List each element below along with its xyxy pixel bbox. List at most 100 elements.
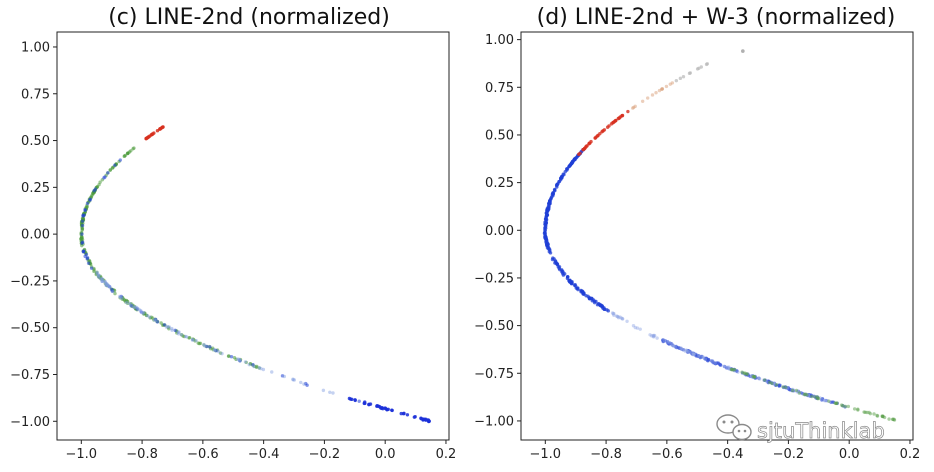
data-point-blue-dense [603,307,607,312]
data-point-light-blue [237,358,242,362]
data-point-blue [113,163,117,167]
data-point-green [103,281,107,286]
data-point-outlier [741,49,745,53]
data-point-light-blue [96,275,101,279]
data-point-light-blue [235,357,240,361]
x-tick-label: 0.0 [839,447,860,462]
data-point-red-end [151,132,155,136]
data-point-light-blue [651,335,656,339]
data-point-blue-dense [560,269,564,273]
data-point-green [187,335,192,340]
wechat-icon [716,414,752,441]
data-point-green [113,291,117,296]
data-point-light-blue [687,350,691,354]
data-point-blue [106,171,110,175]
data-point-blue-dense [594,299,598,304]
data-point-grey [687,71,692,76]
data-point-light-blue [184,335,189,339]
data-point-light-blue [97,274,101,278]
data-point-orange [631,106,635,110]
data-point-green [856,407,860,411]
panel-d-frame [520,31,914,441]
watermark-text: sjtuThinklab [757,419,885,443]
data-point-blue-dense [598,303,602,308]
data-point-light-blue [698,354,702,358]
data-point-grey [681,74,686,79]
data-point-light-blue [133,305,137,309]
data-point-light-blue [633,325,638,330]
data-point-blue [81,249,86,253]
data-point-light-blue [190,338,195,342]
data-point-light-blue [725,365,729,370]
data-point-blue-dense [582,291,586,295]
data-point-blue-lower-tail [724,366,729,370]
data-point-light-blue [684,348,689,352]
data-point-green [94,271,99,275]
data-point-grey [704,62,709,67]
data-point-light-blue [291,378,295,382]
data-point-blue-dense [606,309,610,313]
data-point-blue [214,348,218,353]
data-point-green [126,301,130,306]
data-point-light-blue [106,283,110,288]
data-point-blue [119,294,123,299]
data-point-green [875,413,879,418]
x-tick-label: 0.0 [375,447,396,462]
data-point-blue [129,304,133,308]
panel-d: (d) LINE-2nd + W-3 (normalized) −1.0 −0.8… [474,5,920,462]
data-point-blue [84,252,89,257]
data-point-grey [695,67,700,71]
data-point-blue-lower-tail [700,354,704,359]
data-point-blue-dense [543,237,548,241]
data-point-blue-lower-tail [669,342,674,346]
data-point-green [202,343,206,347]
data-point-green [167,327,171,331]
data-point-orange [650,93,655,97]
data-point-green [151,316,155,320]
data-point-light-blue [615,314,620,319]
data-point-red-end [158,126,163,131]
panel-d-x-axis: −1.0 −0.8 −0.6 −0.4 −0.2 0.0 0.2 [530,440,920,462]
data-point-light-blue [696,353,701,358]
data-point-orange [670,81,675,85]
data-point-light-blue [152,318,156,322]
y-tick-label: 0.25 [485,176,514,191]
data-point-green [797,391,802,395]
data-point-light-blue [130,303,134,308]
data-point-blue-end [412,415,417,419]
data-point-light-blue [104,282,108,286]
data-point-light-blue [137,308,142,312]
data-point-grey [674,78,679,83]
data-point-red [598,132,602,136]
data-point-light-blue [822,398,827,403]
data-point-light-blue [257,365,261,370]
data-point-blue-lower-tail [820,396,825,401]
data-point-light-blue [100,277,104,281]
data-point-light-blue [100,279,105,283]
data-point-light-blue [679,347,683,351]
data-point-light-blue [111,289,115,294]
data-point-light-blue [757,377,762,381]
data-point-green [92,269,96,274]
data-point-blue-lower-tail [757,376,761,380]
data-point-blue [89,266,94,270]
data-point-light-blue [142,310,146,315]
data-point-light-blue [261,367,266,372]
data-point-light-blue [237,357,241,361]
data-point-light-blue [638,327,642,331]
data-point-light-blue [202,342,206,347]
data-point-green [148,316,152,320]
data-point-light-blue [216,349,221,354]
data-point-light-blue [104,281,109,286]
x-tick-label: −0.6 [187,447,219,462]
x-tick-label: −0.6 [651,447,683,462]
data-point-blue [304,381,308,386]
data-point-green [887,417,891,421]
y-tick-label: 0.50 [485,128,514,143]
data-point-light-blue [710,359,715,363]
data-point-green [99,275,103,279]
data-point-blue-end [421,418,425,422]
data-point-light-blue [299,380,303,385]
data-point-green [175,331,179,335]
